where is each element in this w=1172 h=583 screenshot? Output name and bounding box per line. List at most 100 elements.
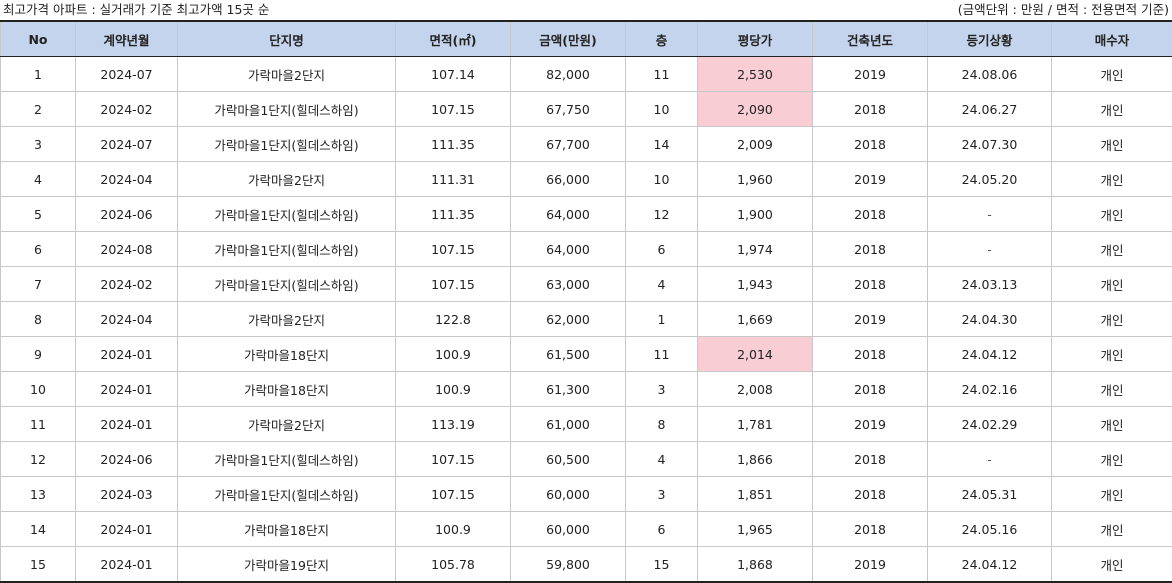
cell-area[interactable]: 111.31	[396, 162, 511, 197]
cell-area[interactable]: 100.9	[396, 337, 511, 372]
cell-contract-month[interactable]: 2024-06	[76, 197, 178, 232]
cell-price[interactable]: 61,000	[511, 407, 626, 442]
cell-price[interactable]: 61,300	[511, 372, 626, 407]
cell-price-per-pyeong[interactable]: 2,009	[698, 127, 813, 162]
cell-floor[interactable]: 11	[626, 57, 698, 92]
cell-floor[interactable]: 15	[626, 547, 698, 583]
cell-contract-month[interactable]: 2024-08	[76, 232, 178, 267]
cell-complex[interactable]: 가락마을1단지(힐데스하임)	[178, 92, 396, 127]
cell-contract-month[interactable]: 2024-01	[76, 512, 178, 547]
cell-price-per-pyeong[interactable]: 1,965	[698, 512, 813, 547]
cell-registration[interactable]: 24.03.13	[928, 267, 1052, 302]
cell-contract-month[interactable]: 2024-01	[76, 372, 178, 407]
col-header-price[interactable]: 금액(만원)	[511, 21, 626, 57]
cell-registration[interactable]: 24.02.29	[928, 407, 1052, 442]
cell-area[interactable]: 107.15	[396, 92, 511, 127]
cell-registration[interactable]: 24.04.12	[928, 547, 1052, 583]
col-header-no[interactable]: No	[1, 21, 76, 57]
cell-buyer[interactable]: 개인	[1052, 372, 1172, 407]
cell-contract-month[interactable]: 2024-02	[76, 92, 178, 127]
cell-build-year[interactable]: 2019	[813, 302, 928, 337]
cell-build-year[interactable]: 2019	[813, 407, 928, 442]
cell-price[interactable]: 64,000	[511, 197, 626, 232]
cell-no[interactable]: 14	[1, 512, 76, 547]
cell-no[interactable]: 8	[1, 302, 76, 337]
col-header-buyer[interactable]: 매수자	[1052, 21, 1172, 57]
cell-contract-month[interactable]: 2024-04	[76, 302, 178, 337]
cell-build-year[interactable]: 2018	[813, 267, 928, 302]
cell-build-year[interactable]: 2019	[813, 162, 928, 197]
cell-floor[interactable]: 3	[626, 477, 698, 512]
cell-area[interactable]: 111.35	[396, 127, 511, 162]
cell-area[interactable]: 107.15	[396, 477, 511, 512]
cell-complex[interactable]: 가락마을18단지	[178, 372, 396, 407]
cell-complex[interactable]: 가락마을2단지	[178, 57, 396, 92]
cell-registration[interactable]: 24.05.31	[928, 477, 1052, 512]
cell-contract-month[interactable]: 2024-02	[76, 267, 178, 302]
cell-complex[interactable]: 가락마을1단지(힐데스하임)	[178, 127, 396, 162]
cell-area[interactable]: 111.35	[396, 197, 511, 232]
cell-buyer[interactable]: 개인	[1052, 57, 1172, 92]
cell-no[interactable]: 15	[1, 547, 76, 583]
cell-contract-month[interactable]: 2024-06	[76, 442, 178, 477]
cell-buyer[interactable]: 개인	[1052, 92, 1172, 127]
cell-buyer[interactable]: 개인	[1052, 302, 1172, 337]
cell-complex[interactable]: 가락마을1단지(힐데스하임)	[178, 232, 396, 267]
cell-complex[interactable]: 가락마을2단지	[178, 162, 396, 197]
col-header-price-per-pyeong[interactable]: 평당가	[698, 21, 813, 57]
cell-buyer[interactable]: 개인	[1052, 512, 1172, 547]
cell-area[interactable]: 100.9	[396, 372, 511, 407]
cell-no[interactable]: 9	[1, 337, 76, 372]
cell-floor[interactable]: 10	[626, 162, 698, 197]
cell-price[interactable]: 60,500	[511, 442, 626, 477]
cell-no[interactable]: 13	[1, 477, 76, 512]
cell-registration[interactable]: 24.07.30	[928, 127, 1052, 162]
cell-no[interactable]: 3	[1, 127, 76, 162]
cell-no[interactable]: 12	[1, 442, 76, 477]
cell-area[interactable]: 107.15	[396, 442, 511, 477]
cell-floor[interactable]: 4	[626, 267, 698, 302]
col-header-contract-month[interactable]: 계약년월	[76, 21, 178, 57]
cell-build-year[interactable]: 2018	[813, 512, 928, 547]
cell-price-per-pyeong[interactable]: 1,974	[698, 232, 813, 267]
cell-price[interactable]: 59,800	[511, 547, 626, 583]
cell-registration[interactable]: 24.05.20	[928, 162, 1052, 197]
cell-no[interactable]: 6	[1, 232, 76, 267]
cell-buyer[interactable]: 개인	[1052, 407, 1172, 442]
cell-complex[interactable]: 가락마을1단지(힐데스하임)	[178, 197, 396, 232]
cell-build-year[interactable]: 2018	[813, 127, 928, 162]
cell-price-per-pyeong[interactable]: 1,900	[698, 197, 813, 232]
cell-floor[interactable]: 10	[626, 92, 698, 127]
cell-floor[interactable]: 6	[626, 512, 698, 547]
cell-buyer[interactable]: 개인	[1052, 442, 1172, 477]
cell-registration[interactable]: -	[928, 232, 1052, 267]
cell-complex[interactable]: 가락마을1단지(힐데스하임)	[178, 477, 396, 512]
cell-complex[interactable]: 가락마을18단지	[178, 337, 396, 372]
cell-build-year[interactable]: 2018	[813, 442, 928, 477]
cell-no[interactable]: 7	[1, 267, 76, 302]
cell-price[interactable]: 61,500	[511, 337, 626, 372]
cell-floor[interactable]: 12	[626, 197, 698, 232]
cell-price-per-pyeong[interactable]: 1,960	[698, 162, 813, 197]
cell-buyer[interactable]: 개인	[1052, 337, 1172, 372]
cell-price-per-pyeong[interactable]: 2,090	[698, 92, 813, 127]
cell-build-year[interactable]: 2019	[813, 547, 928, 583]
cell-floor[interactable]: 8	[626, 407, 698, 442]
cell-registration[interactable]: 24.08.06	[928, 57, 1052, 92]
col-header-build-year[interactable]: 건축년도	[813, 21, 928, 57]
cell-floor[interactable]: 14	[626, 127, 698, 162]
cell-price[interactable]: 64,000	[511, 232, 626, 267]
cell-no[interactable]: 4	[1, 162, 76, 197]
col-header-complex[interactable]: 단지명	[178, 21, 396, 57]
cell-contract-month[interactable]: 2024-01	[76, 547, 178, 583]
cell-buyer[interactable]: 개인	[1052, 477, 1172, 512]
cell-price-per-pyeong[interactable]: 1,851	[698, 477, 813, 512]
cell-buyer[interactable]: 개인	[1052, 267, 1172, 302]
cell-registration[interactable]: 24.02.16	[928, 372, 1052, 407]
cell-area[interactable]: 122.8	[396, 302, 511, 337]
cell-complex[interactable]: 가락마을1단지(힐데스하임)	[178, 267, 396, 302]
cell-price-per-pyeong[interactable]: 1,943	[698, 267, 813, 302]
col-header-registration[interactable]: 등기상황	[928, 21, 1052, 57]
cell-buyer[interactable]: 개인	[1052, 197, 1172, 232]
cell-price-per-pyeong[interactable]: 1,669	[698, 302, 813, 337]
